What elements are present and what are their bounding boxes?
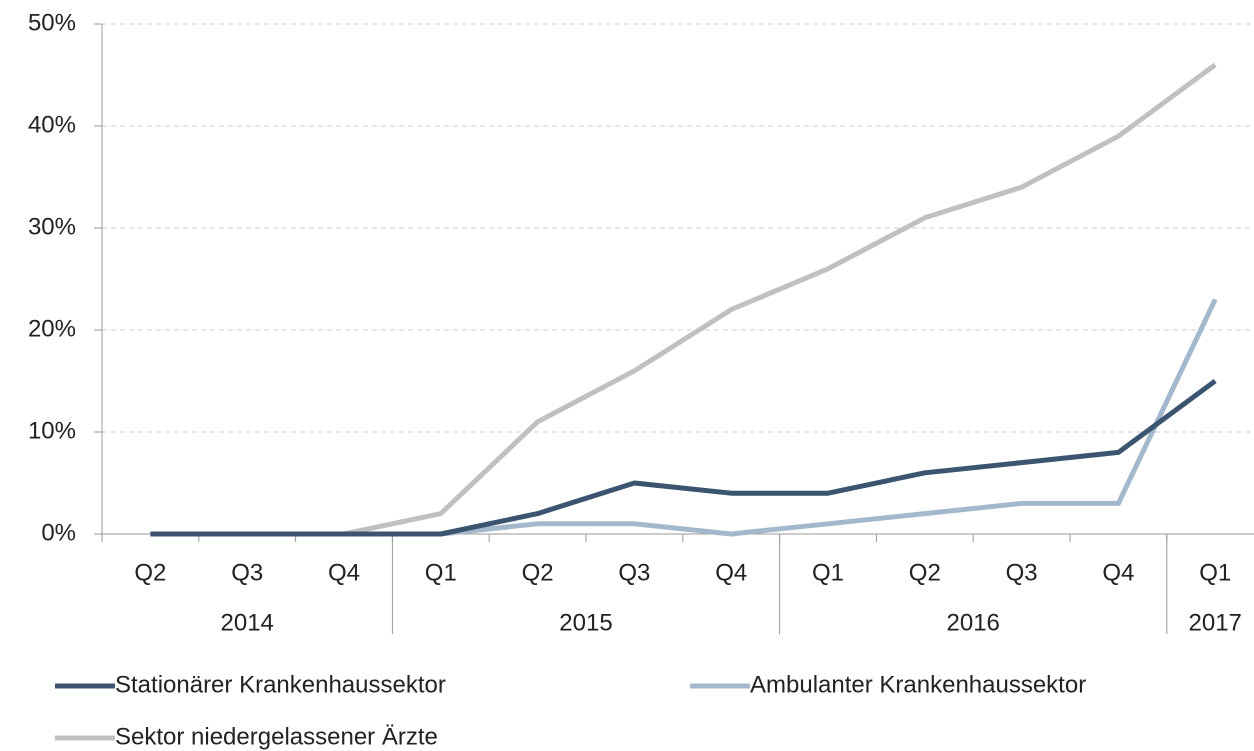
x-tick-label: Q3 <box>231 559 263 586</box>
x-tick-label: Q1 <box>1199 559 1231 586</box>
x-tick-label: Q4 <box>328 559 360 586</box>
legend-label: Stationärer Krankenhaussektor <box>115 671 446 698</box>
line <box>150 378 1217 537</box>
x-tick-label: Q1 <box>812 559 844 586</box>
y-tick-label: 0% <box>41 519 76 546</box>
x-tick-label: Q3 <box>618 559 650 586</box>
x-group-label: 2017 <box>1189 609 1242 636</box>
x-tick-label: Q3 <box>1006 559 1038 586</box>
legend-label: Sektor niedergelassener Ärzte <box>115 723 438 750</box>
line <box>150 298 1218 537</box>
x-tick-label: Q2 <box>522 559 554 586</box>
x-tick-label: Q4 <box>715 559 747 586</box>
legend-label: Ambulanter Krankenhaussektor <box>750 671 1086 698</box>
y-tick-label: 50% <box>28 9 76 36</box>
y-tick-label: 40% <box>28 111 76 138</box>
x-tick-label: Q2 <box>134 559 166 586</box>
y-tick-label: 30% <box>28 213 76 240</box>
x-tick-label: Q2 <box>909 559 941 586</box>
x-group-label: 2015 <box>559 609 612 636</box>
x-tick-label: Q1 <box>425 559 457 586</box>
y-tick-label: 20% <box>28 315 76 342</box>
y-tick-label: 10% <box>28 417 76 444</box>
x-group-label: 2016 <box>947 609 1000 636</box>
x-group-label: 2014 <box>221 609 274 636</box>
line <box>150 62 1217 537</box>
x-tick-label: Q4 <box>1102 559 1134 586</box>
